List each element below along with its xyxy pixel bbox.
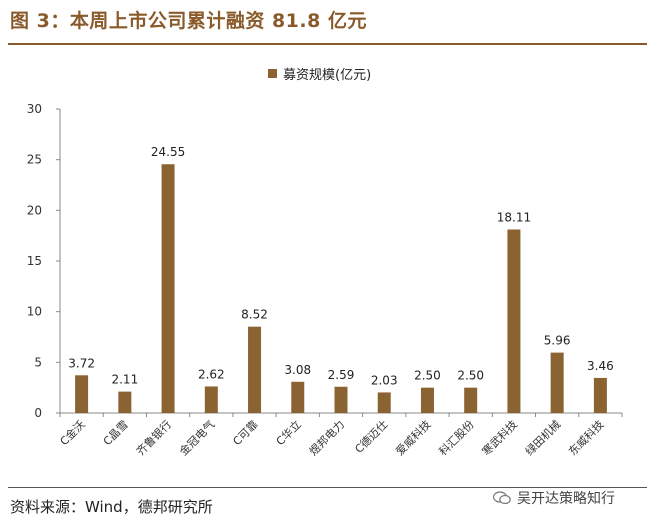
bar [377, 392, 391, 413]
y-tick-label: 10 [27, 305, 42, 319]
data-label: 24.55 [151, 145, 185, 159]
bar [464, 387, 478, 413]
bar [593, 377, 607, 413]
watermark: 吴开达策略知行 [492, 488, 615, 508]
category-label: 爱威科技 [393, 417, 434, 458]
bar [118, 391, 132, 413]
bar [248, 326, 262, 413]
chat-bubble-icon [492, 491, 511, 505]
category-label: C晶雪 [101, 418, 131, 448]
bar [161, 164, 175, 413]
legend-swatch [268, 68, 277, 78]
category-label: 绿田机械 [522, 417, 563, 458]
bar [550, 352, 564, 413]
bar [420, 387, 434, 413]
data-label: 3.46 [587, 359, 614, 373]
source-note: 资料来源：Wind，德邦研究所 [10, 498, 213, 516]
data-label: 3.08 [284, 363, 311, 377]
category-label: C可靠 [230, 417, 261, 448]
y-tick-label: 5 [34, 355, 42, 369]
data-label: 18.11 [497, 210, 531, 224]
y-tick-label: 15 [27, 254, 42, 268]
bar [291, 381, 305, 413]
bar [75, 375, 89, 413]
y-tick-label: 20 [27, 203, 42, 217]
y-tick-label: 0 [34, 406, 42, 420]
legend-label: 募资规模(亿元) [283, 67, 372, 83]
data-label: 2.03 [371, 373, 398, 387]
bar [204, 386, 218, 413]
data-label: 2.62 [198, 367, 225, 381]
data-label: 2.11 [111, 373, 138, 387]
category-label: 煜邦电力 [307, 418, 347, 458]
title-divider [8, 43, 647, 45]
chart-title: 图 3：本周上市公司累计融资 81.8 亿元 [10, 10, 367, 32]
category-label: C金沃 [57, 417, 88, 448]
category-label: 寒武科技 [479, 417, 520, 458]
bar [334, 386, 348, 413]
footer-divider [8, 487, 647, 488]
data-label: 2.59 [328, 368, 355, 382]
category-label: 金冠电气 [176, 417, 217, 458]
data-label: 2.50 [457, 369, 484, 383]
category-label: 齐鲁银行 [133, 417, 174, 458]
data-label: 5.96 [544, 334, 571, 348]
legend: 募资规模(亿元) [268, 63, 371, 83]
data-label: 2.50 [414, 369, 441, 383]
data-label: 8.52 [241, 308, 268, 322]
category-label: 东威科技 [565, 417, 606, 458]
y-tick-label: 30 [27, 102, 42, 116]
category-label: 科汇股份 [436, 417, 477, 458]
category-label: C华立 [273, 417, 304, 448]
watermark-text: 吴开达策略知行 [517, 491, 615, 507]
bar [507, 229, 521, 413]
category-label: C德迈仕 [352, 417, 391, 456]
y-tick-label: 25 [27, 153, 42, 167]
data-label: 3.72 [68, 356, 95, 370]
